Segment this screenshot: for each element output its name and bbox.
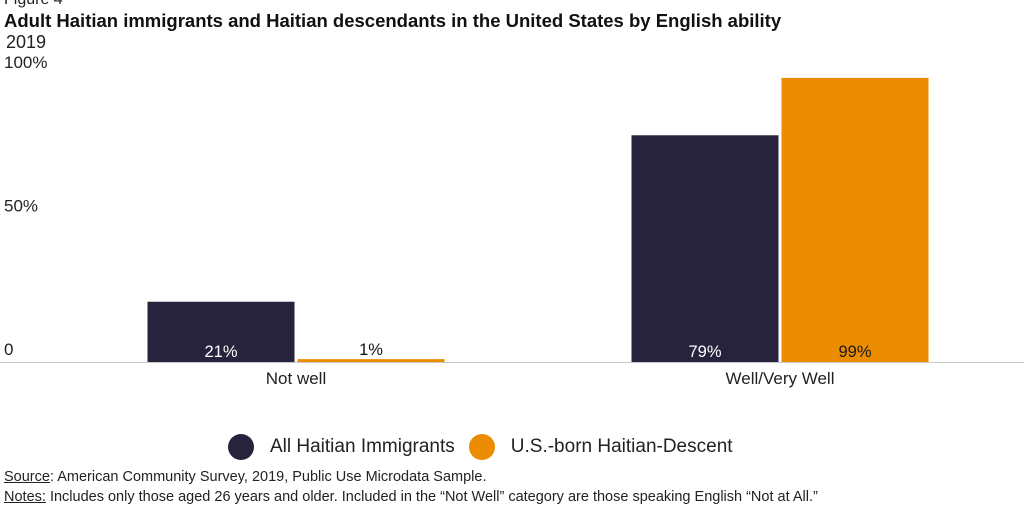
- legend-label-descent: U.S.-born Haitian-Descent: [510, 436, 733, 457]
- source-text: : American Community Survey, 2019, Publi…: [49, 469, 487, 485]
- x-category-label: Well/Very Well: [726, 369, 835, 388]
- source-note: Source: American Community Survey, 2019,…: [4, 469, 486, 485]
- notes-key: Notes:: [4, 489, 46, 505]
- bar-descent-1: [781, 77, 929, 363]
- legend: All Haitian Immigrants U.S.-born Haitian…: [228, 434, 747, 460]
- legend-label-immigrants: All Haitian Immigrants: [270, 436, 455, 457]
- chart-title: Adult Haitian immigrants and Haitian des…: [4, 10, 782, 31]
- figure-label: Figure 4: [4, 0, 63, 9]
- legend-swatch-descent: [468, 434, 495, 460]
- data-label: 21%: [204, 343, 237, 361]
- notes: Notes: Includes only those aged 26 years…: [4, 489, 818, 505]
- bar-immigrants-0: [147, 301, 295, 362]
- legend-swatch-immigrants: [228, 434, 254, 460]
- data-label: 1%: [359, 341, 383, 359]
- source-key: Source: [4, 469, 50, 485]
- bar-descent-0: [297, 359, 445, 362]
- x-category-label: Not well: [266, 369, 326, 388]
- notes-text: Includes only those aged 26 years and ol…: [45, 489, 818, 505]
- y-tick-label: 0: [4, 340, 13, 359]
- legend-item-immigrants: All Haitian Immigrants: [228, 434, 455, 460]
- bar-immigrants-1: [631, 135, 779, 362]
- y-tick-label: 100%: [4, 53, 47, 72]
- legend-item-descent: U.S.-born Haitian-Descent: [468, 434, 733, 460]
- bar-chart: 0 50% 100% 21% 1% Not well 79% 99%Well/Very Wel…: [0, 53, 1024, 388]
- y-tick-label: 50%: [4, 197, 38, 216]
- data-label: 79%: [688, 343, 721, 361]
- data-label: 99%: [838, 343, 871, 361]
- chart-subtitle: 2019: [6, 32, 47, 52]
